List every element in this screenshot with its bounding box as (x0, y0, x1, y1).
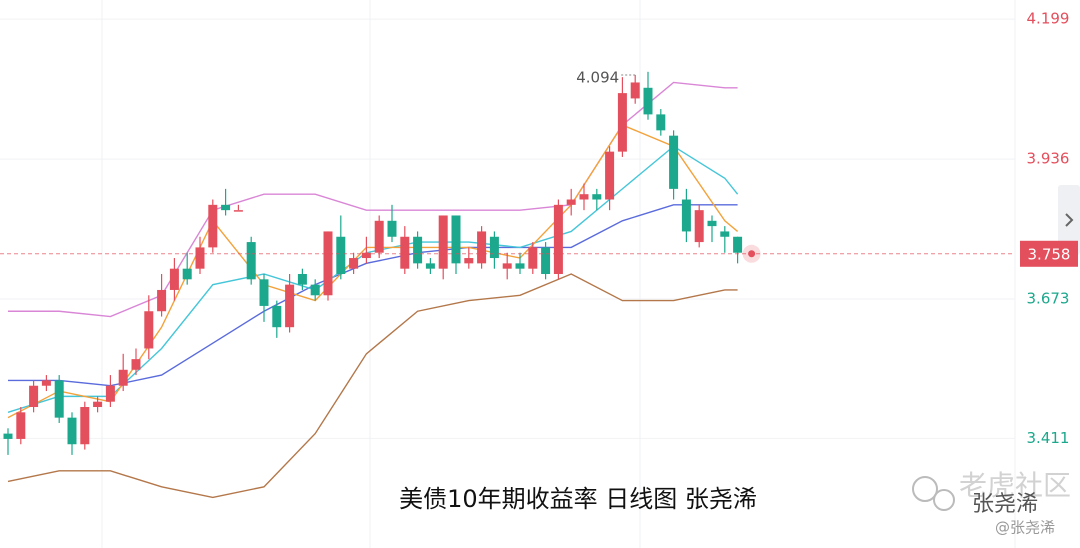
candle-body (451, 215, 461, 264)
last-price-dot (748, 250, 756, 258)
wechat-icon (933, 489, 955, 511)
candle-body (208, 204, 218, 248)
max-label: 4.094 (576, 69, 619, 87)
candle-body (80, 407, 90, 445)
candle-body (592, 194, 602, 200)
candle-body (617, 93, 627, 152)
y-tick-label: 3.936 (1027, 150, 1070, 168)
candle-body (656, 114, 666, 131)
candle-body (29, 385, 39, 408)
plot: 4.094 (0, 18, 1015, 499)
expand-button[interactable] (1058, 185, 1080, 255)
candle-body (105, 385, 115, 402)
candle-body (438, 215, 448, 269)
candle-body (310, 284, 320, 296)
grid (101, 0, 1016, 548)
candle-body (413, 236, 423, 264)
candle-body (246, 242, 256, 280)
y-tick-label: 4.199 (1027, 10, 1070, 28)
watermark: 老虎社区 (959, 469, 1071, 502)
candle-body (297, 274, 307, 285)
candle-body (272, 305, 282, 328)
indicator-line (8, 204, 738, 387)
candle-body (195, 247, 205, 269)
candle-body (67, 417, 77, 445)
candle-body (464, 258, 474, 264)
watermark-handle: @张尧浠 (995, 519, 1055, 537)
candle-body (93, 401, 103, 408)
last-price-badge (1020, 240, 1078, 267)
candle-body (694, 210, 704, 243)
candle-body (733, 236, 743, 253)
candle-body (118, 369, 128, 386)
candle-body (566, 199, 576, 205)
candle-body (157, 289, 167, 312)
caption: 美债10年期收益率 日线图 张尧浠 (399, 485, 757, 513)
wechat-icon (912, 476, 938, 502)
candle-body (541, 247, 551, 274)
candle-body (41, 380, 51, 386)
candle-body (643, 87, 653, 115)
candle-body (323, 231, 333, 296)
watermark-name: 张尧浠 (972, 492, 1038, 517)
candle-body (400, 236, 410, 269)
y-tick-label: 3.673 (1027, 290, 1070, 308)
chevron-icon (1065, 213, 1074, 227)
candle-body (477, 231, 487, 264)
candle-body (374, 220, 384, 253)
candle-body (349, 258, 359, 269)
candle-body (169, 268, 179, 290)
candle-body (54, 380, 64, 418)
candle-body (528, 247, 538, 269)
candle-body (361, 252, 371, 259)
candle-body (720, 231, 730, 237)
candle-body (387, 220, 397, 237)
candle-body (579, 194, 589, 200)
candle-body (336, 236, 346, 274)
candle-body (16, 412, 26, 439)
candle-body (669, 135, 679, 189)
candle-body (221, 204, 231, 211)
candle-body (182, 268, 192, 280)
y-tick-label: 3.411 (1027, 429, 1070, 447)
indicator-line (7, 273, 738, 499)
candle-body (605, 151, 615, 200)
candle-body (233, 210, 243, 212)
candle-body (425, 263, 435, 269)
candle-body (259, 279, 269, 306)
candle-body (681, 199, 691, 232)
candle-body (515, 263, 525, 269)
candle-body (285, 284, 295, 328)
candle-body (489, 236, 499, 259)
candle-body (3, 433, 13, 439)
candle-body (131, 359, 141, 370)
last-price-label: 3.758 (1028, 245, 1071, 263)
candle-body (144, 311, 154, 349)
candle-body (630, 82, 640, 99)
candle-body (502, 263, 512, 269)
candle-body (553, 204, 563, 274)
candle-body (707, 220, 717, 227)
